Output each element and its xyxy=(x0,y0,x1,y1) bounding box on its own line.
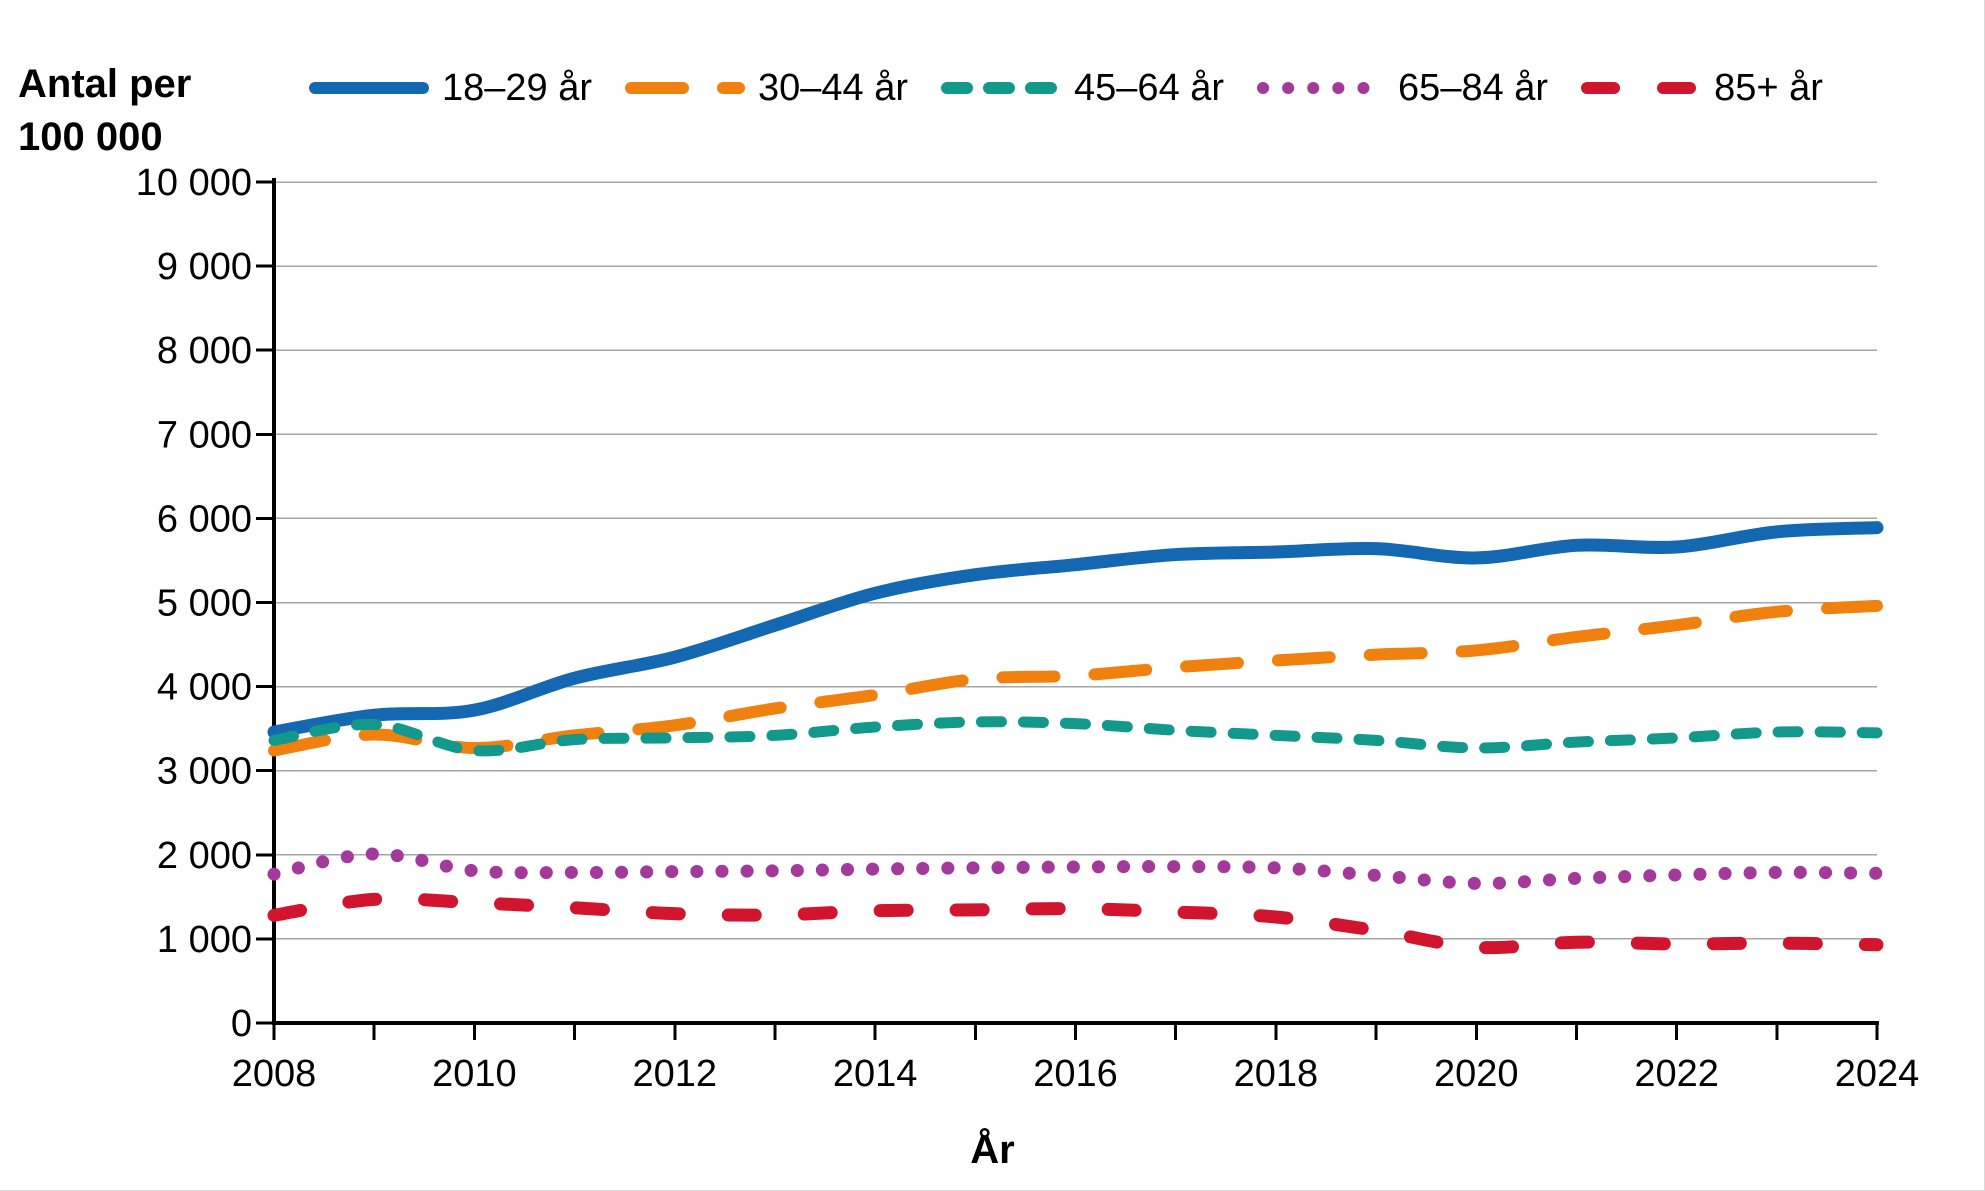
x-tick-label: 2010 xyxy=(432,1053,517,1095)
legend-label: 85+ år xyxy=(1714,66,1823,109)
x-tick-label: 2020 xyxy=(1434,1053,1519,1095)
y-tick-label: 3 000 xyxy=(157,751,252,793)
legend-item-85+-r: 85+ år xyxy=(1580,67,1823,110)
x-tick-label: 2008 xyxy=(232,1053,317,1095)
y-tick-label: 7 000 xyxy=(157,414,252,456)
y-tick-label: 9 000 xyxy=(157,246,252,288)
x-tick-label: 2022 xyxy=(1634,1053,1719,1095)
legend-swatch-icon xyxy=(1257,82,1386,94)
x-tick-label: 2012 xyxy=(632,1053,717,1095)
legend-item-45-64-r: 45–64 år xyxy=(940,67,1224,110)
y-tick-label: 0 xyxy=(231,1003,252,1045)
legend-label: 18–29 år xyxy=(442,66,593,109)
y-axis-title: Antal per 100 000 xyxy=(18,58,191,164)
series-line-65-84-r xyxy=(267,847,1884,890)
legend-label: 45–64 år xyxy=(1074,66,1225,109)
series-line-45-64-r xyxy=(268,716,1883,757)
y-tick-label: 1 000 xyxy=(157,919,252,961)
legend-swatch-icon xyxy=(625,82,746,94)
y-tick-label: 8 000 xyxy=(157,330,252,372)
y-tick-label: 6 000 xyxy=(157,498,252,540)
legend-label: 65–84 år xyxy=(1398,66,1549,109)
y-tick-label: 4 000 xyxy=(157,667,252,709)
legend-swatch-icon xyxy=(1581,82,1702,94)
legend-item-65-84-r: 65–84 år xyxy=(1256,67,1548,110)
x-axis-title: År xyxy=(970,1128,1015,1172)
legend-swatch-icon xyxy=(309,82,429,94)
legend: 18–29 år 30–44 år 45–64 år 65–84 år 85+ år xyxy=(308,62,1823,114)
y-tick-label: 5 000 xyxy=(157,583,252,625)
x-tick-label: 2014 xyxy=(833,1053,918,1095)
series-line-85+-r xyxy=(267,892,1884,955)
y-tick-label: 2 000 xyxy=(157,835,252,877)
series-line-18-29-r xyxy=(267,521,1884,739)
y-axis-title-line1: Antal per xyxy=(18,62,192,106)
legend-item-30-44-r: 30–44 år xyxy=(624,67,908,110)
legend-swatch-icon xyxy=(941,82,1062,94)
x-tick-label: 2024 xyxy=(1835,1053,1920,1095)
y-tick-label: 10 000 xyxy=(136,162,252,204)
x-tick-label: 2016 xyxy=(1033,1053,1118,1095)
y-axis-title-line2: 100 000 xyxy=(18,114,163,159)
series-line-30-44-r xyxy=(268,599,1883,757)
legend-label: 30–44 år xyxy=(758,66,909,109)
x-tick-label: 2018 xyxy=(1234,1053,1319,1095)
legend-item-18-29-r: 18–29 år xyxy=(308,67,592,110)
